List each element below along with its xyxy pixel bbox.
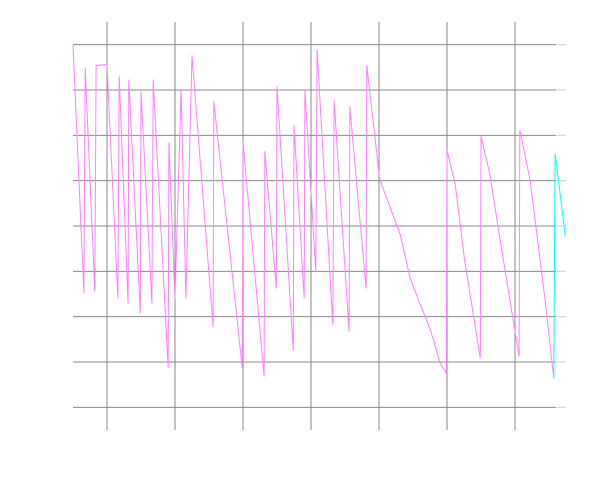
line-series [72, 44, 555, 379]
line-series [553, 153, 566, 379]
